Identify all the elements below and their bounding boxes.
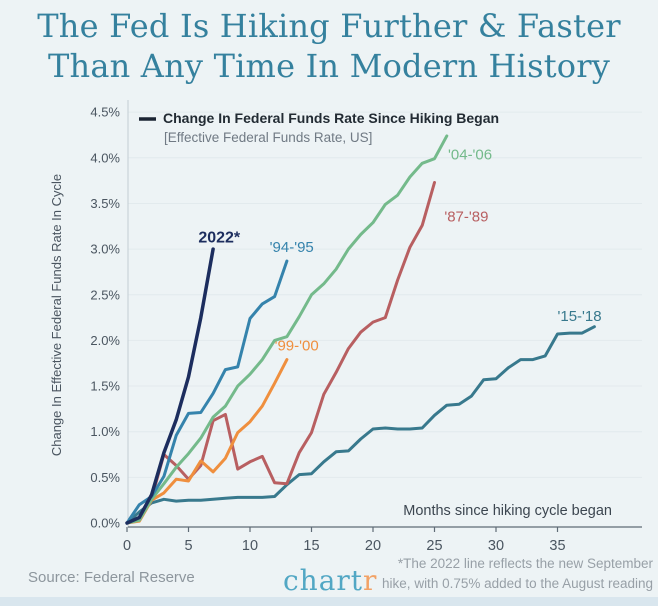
series-label-'15-'18: '15-'18: [558, 308, 602, 325]
series-line-'15-'18: [125, 325, 596, 525]
x-tick-label: 10: [242, 538, 258, 554]
legend: Change In Federal Funds Rate Since Hikin…: [139, 110, 499, 145]
footnote-line2: hike, with 0.75% added to the August rea…: [382, 576, 653, 591]
series-line-'04-'06: [125, 134, 449, 525]
series-line-'87-'89: [125, 181, 436, 525]
series-label-'04-'06: '04-'06: [448, 147, 492, 164]
series-label-'87-'89: '87-'89: [444, 209, 488, 226]
chartr-logo-main: chart: [283, 564, 364, 597]
x-tick-label: 20: [365, 538, 381, 554]
y-tick-label: 1.0%: [90, 424, 120, 439]
x-tick-label: 0: [123, 538, 131, 554]
chart-title: The Fed Is Hiking Further & Faster Than …: [0, 6, 658, 86]
chart-title-line1: The Fed Is Hiking Further & Faster: [37, 7, 621, 45]
x-tick-label: 5: [184, 538, 192, 554]
series-label-'94-'95: '94-'95: [270, 239, 314, 256]
legend-label: Change In Federal Funds Rate Since Hikin…: [163, 110, 499, 126]
bottom-band: [0, 597, 658, 606]
series-layer: '15-'18 '87-'89 '99-'00 '04-'06 '94-'95 2022*: [125, 134, 602, 525]
x-axis-label: Months since hiking cycle began: [403, 503, 612, 519]
series-line-'94-'95: [125, 259, 289, 525]
chartr-logo-accent: r: [363, 564, 378, 597]
series-label-2022*: 2022*: [198, 230, 241, 247]
chart-title-line2: Than Any Time In Modern History: [47, 47, 611, 85]
y-tick-label: 1.5%: [90, 379, 120, 394]
footnote-line1: *The 2022 line reflects the new Septembe…: [397, 556, 653, 571]
y-tick-label: 2.0%: [90, 333, 120, 348]
y-tick-label: 4.0%: [90, 150, 120, 165]
y-axis-label: Change In Effective Federal Funds Rate I…: [49, 174, 64, 456]
chartr-logo: chartr: [283, 564, 377, 597]
x-tick-label: 15: [303, 538, 319, 554]
legend-sublabel: [Effective Federal Funds Rate, US]: [164, 130, 372, 145]
y-tick-label: 4.5%: [90, 105, 120, 120]
y-tick-label: 3.0%: [90, 242, 120, 257]
x-tick-label: 30: [488, 538, 504, 554]
y-tick-label: 0.0%: [90, 516, 120, 531]
x-tick-label: 35: [549, 538, 565, 554]
source-credit: Source: Federal Reserve: [28, 569, 195, 586]
y-tick-label: 3.5%: [90, 196, 120, 211]
y-tick-label: 2.5%: [90, 287, 120, 302]
series-label-'99-'00: '99-'00: [275, 337, 319, 354]
x-tick-label: 25: [426, 538, 442, 554]
y-tick-label: 0.5%: [90, 470, 120, 485]
footnote: *The 2022 line reflects the new Septembe…: [353, 554, 653, 594]
series-line-2022*: [125, 247, 215, 525]
axis-layer: 0 5 10 15 20 25 30 35 0.0% 0.5% 1.0% 1.5% 2.0% 2.5% 3.…: [90, 100, 642, 554]
